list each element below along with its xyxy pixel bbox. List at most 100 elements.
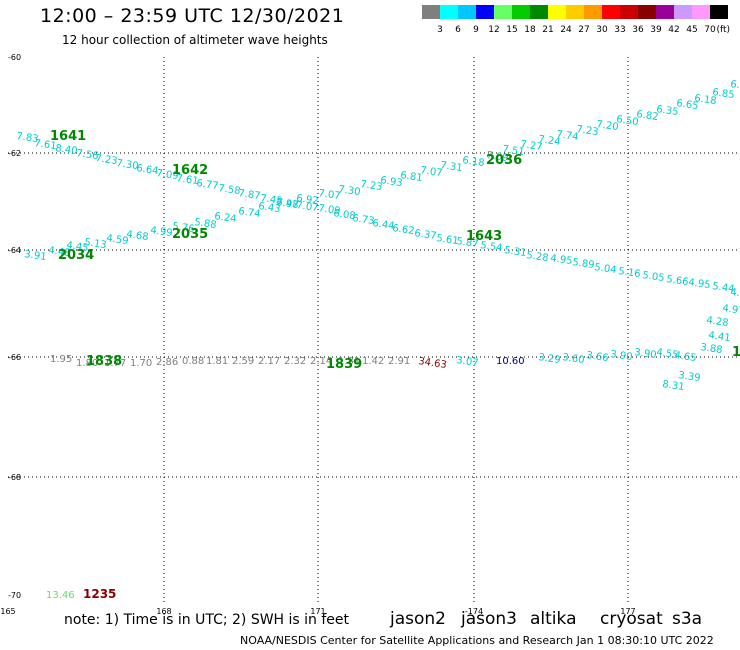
wave-height-label: 7.07 bbox=[420, 165, 444, 179]
wave-height-label: 4.28 bbox=[706, 315, 730, 329]
latitude-label: -70 bbox=[8, 591, 21, 600]
wave-height-label: 6.77 bbox=[196, 178, 220, 192]
wave-height-label: 6.64 bbox=[136, 163, 160, 177]
latitude-label: -62 bbox=[8, 149, 21, 158]
legend-jason2: jason2 bbox=[390, 609, 446, 629]
wave-height-label: 6.92 bbox=[296, 193, 320, 207]
wave-height-label: 3.39 bbox=[678, 370, 702, 384]
scale-swatch bbox=[458, 5, 476, 19]
scale-swatch bbox=[602, 5, 620, 19]
wave-height-label: 7.24 bbox=[538, 134, 562, 148]
wave-height-label: 6.50 bbox=[616, 114, 640, 128]
wave-height-label: 4. bbox=[730, 287, 740, 299]
scale-label: 27 bbox=[578, 25, 589, 35]
scale-swatch bbox=[674, 5, 692, 19]
scale-swatch bbox=[512, 5, 530, 19]
wave-height-label: 2.17 bbox=[258, 356, 280, 367]
wave-height-color-scale: 3 6 9 12 15 18 21 24 27 30 33 36 39 42 45 70 (ft) bbox=[422, 5, 730, 35]
scale-label: 42 bbox=[668, 25, 679, 35]
wave-height-label: 13.46 bbox=[46, 590, 75, 601]
wave-height-label: 3.66 bbox=[586, 350, 610, 364]
pass-time-label: 1 bbox=[732, 345, 740, 360]
wave-height-label: 5.88 bbox=[194, 217, 218, 231]
wave-height-label: 6.74 bbox=[238, 206, 262, 220]
wave-height-label: 3.29 bbox=[538, 352, 562, 366]
wave-height-label: 7.30 bbox=[116, 158, 140, 172]
wave-height-label: 6.18 bbox=[462, 155, 486, 169]
wave-height-label: 6.85 bbox=[712, 87, 736, 101]
scale-label: 3 bbox=[437, 25, 443, 35]
legend-altika: altika bbox=[530, 609, 577, 629]
wave-height-label: 6.08 bbox=[333, 208, 357, 222]
wave-height-label: 1.81 bbox=[338, 356, 360, 367]
scale-label: 70 bbox=[704, 25, 716, 35]
wave-height-label: 5.28 bbox=[526, 250, 550, 264]
wave-height-label: 1.80 bbox=[76, 358, 98, 369]
scale-label: 9 bbox=[473, 25, 479, 35]
wave-height-label: 1.42 bbox=[362, 356, 384, 367]
pass-time-label: 1642 bbox=[172, 163, 208, 178]
wave-height-label: 34.63 bbox=[418, 356, 448, 371]
footer-note: note: 1) Time is in UTC; 2) SWH is in fe… bbox=[64, 612, 350, 628]
scale-swatch bbox=[692, 5, 710, 19]
wave-height-label: 7.09 bbox=[486, 150, 510, 164]
wave-height-label: 2.32 bbox=[284, 356, 306, 367]
scale-swatch bbox=[584, 5, 602, 19]
latitude-label: -66 bbox=[8, 353, 21, 362]
pass-time-label: 1839 bbox=[326, 357, 362, 372]
wave-height-label: 2.14 bbox=[310, 356, 332, 367]
scale-label: 21 bbox=[542, 25, 553, 35]
pass-time-label: 1838 bbox=[86, 354, 122, 369]
scale-label: 12 bbox=[488, 25, 499, 35]
wave-height-label: 4.65 bbox=[674, 350, 698, 364]
wave-height-label: 7.61 bbox=[34, 138, 58, 152]
wave-height-label: 6.82 bbox=[636, 109, 660, 123]
wave-height-label: 8.31 bbox=[662, 379, 686, 393]
wave-height-label: 7.56 bbox=[76, 148, 100, 162]
wave-height-label: 4.59 bbox=[106, 233, 130, 247]
wave-height-label: 5.89 bbox=[572, 257, 596, 271]
wave-height-label: 5.31 bbox=[504, 245, 528, 259]
legend-jason3: jason3 bbox=[461, 609, 517, 629]
scale-swatch bbox=[440, 5, 458, 19]
scale-swatch bbox=[620, 5, 638, 19]
wave-height-label: 7.23 bbox=[360, 179, 384, 193]
scale-label: 18 bbox=[524, 25, 536, 35]
wave-height-label: 5.66 bbox=[666, 274, 690, 288]
scale-label: 33 bbox=[614, 25, 625, 35]
latitude-label: -68 bbox=[8, 473, 21, 482]
wave-height-label: 5.76 bbox=[172, 221, 196, 235]
wave-height-label: 7.07 bbox=[296, 200, 320, 214]
wave-height-label: 7.51 bbox=[502, 144, 526, 158]
scale-swatch bbox=[476, 5, 494, 19]
pass-time-label: 1641 bbox=[50, 129, 86, 144]
legend-s3a: s3a bbox=[672, 609, 703, 629]
wave-height-label: 5.87 bbox=[456, 236, 480, 250]
wave-height-label: 1.95 bbox=[50, 354, 72, 365]
wave-height-label: 7.61 bbox=[176, 173, 200, 187]
wave-height-label: 6.35 bbox=[656, 104, 680, 118]
wave-height-label: 5.05 bbox=[642, 270, 666, 284]
wave-height-label: 7.23 bbox=[576, 124, 600, 138]
wave-height-label: 0.88 bbox=[182, 356, 204, 367]
wave-height-label: 6.18 bbox=[694, 93, 718, 107]
scale-swatch bbox=[422, 5, 440, 19]
wave-height-label: 6.97 bbox=[276, 197, 300, 211]
wave-height-label: 7.20 bbox=[596, 119, 620, 133]
longitude-label: 165 bbox=[0, 607, 15, 616]
wave-height-label: 6.44 bbox=[372, 218, 396, 232]
wave-height-label: 7.45 bbox=[260, 193, 284, 207]
wave-height-label: 4.99 bbox=[150, 225, 174, 239]
wave-height-label: 5.16 bbox=[618, 266, 642, 280]
wave-height-label: 2.91 bbox=[388, 356, 410, 367]
wave-height-label: 1.81 bbox=[206, 356, 228, 367]
wave-height-label: 6.37 bbox=[414, 228, 438, 242]
page-title: 12:00 – 23:59 UTC 12/30/2021 bbox=[40, 5, 345, 27]
wave-height-label: 1.77 bbox=[104, 358, 126, 369]
wave-height-label: 1235 bbox=[83, 587, 116, 601]
scale-label: 36 bbox=[632, 25, 644, 35]
wave-height-label: 6.81 bbox=[400, 170, 424, 184]
wave-height-label: 5.44 bbox=[712, 281, 736, 295]
